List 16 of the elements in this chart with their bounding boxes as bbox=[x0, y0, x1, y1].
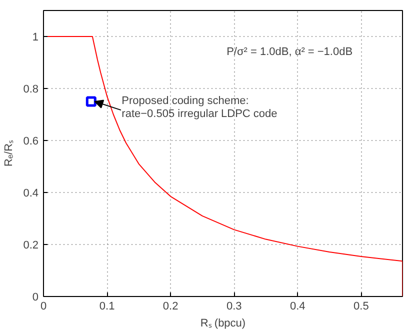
x-tick-label: 0.3 bbox=[226, 300, 242, 312]
x-tick-label: 0.2 bbox=[162, 300, 178, 312]
annotation: Proposed coding scheme: rate−0.505 irregular LDPC code bbox=[122, 95, 278, 120]
x-tick-label: 0.4 bbox=[290, 300, 306, 312]
y-tick-label: 1 bbox=[32, 32, 39, 44]
y-tick-label: 0.4 bbox=[23, 188, 39, 200]
y-tick-label: 0.6 bbox=[23, 136, 39, 148]
y-tick-label: 0.8 bbox=[23, 84, 39, 96]
y-axis-title: Rₑ/Rₛ bbox=[3, 139, 16, 167]
x-axis-title: Rₛ (bpcu) bbox=[200, 318, 246, 330]
y-tick-label: 0 bbox=[32, 292, 39, 304]
x-tick-label: 0 bbox=[40, 300, 47, 312]
x-tick-label: 0.1 bbox=[99, 300, 115, 312]
y-tick-label: 0.2 bbox=[23, 240, 39, 252]
x-tick-label: 0.5 bbox=[354, 300, 369, 312]
annotation: P/σ² = 1.0dB, α² = −1.0dB bbox=[226, 46, 353, 58]
